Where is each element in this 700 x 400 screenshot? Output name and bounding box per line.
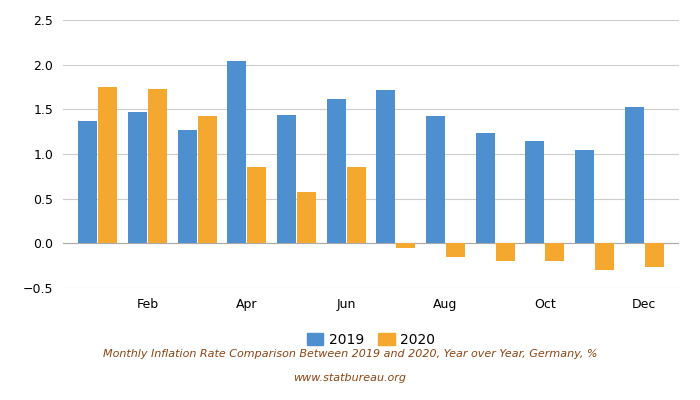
Bar xyxy=(78,121,97,243)
Bar xyxy=(625,107,644,243)
Bar xyxy=(426,116,445,243)
Bar xyxy=(346,167,365,243)
Bar xyxy=(377,90,395,243)
Bar xyxy=(645,243,664,268)
Legend: 2019, 2020: 2019, 2020 xyxy=(301,327,441,352)
Bar xyxy=(396,243,415,248)
Bar xyxy=(197,116,216,243)
Bar xyxy=(446,243,465,257)
Bar xyxy=(247,167,266,243)
Bar xyxy=(277,115,296,243)
Bar xyxy=(98,87,117,243)
Bar xyxy=(148,89,167,243)
Bar xyxy=(526,141,545,243)
Bar xyxy=(476,132,495,243)
Bar xyxy=(128,112,147,243)
Bar xyxy=(595,243,614,270)
Bar xyxy=(545,243,564,261)
Bar xyxy=(297,192,316,243)
Bar xyxy=(496,243,514,261)
Bar xyxy=(178,130,197,243)
Bar xyxy=(228,61,246,243)
Text: www.statbureau.org: www.statbureau.org xyxy=(293,373,407,383)
Text: Monthly Inflation Rate Comparison Between 2019 and 2020, Year over Year, Germany: Monthly Inflation Rate Comparison Betwee… xyxy=(103,349,597,359)
Bar xyxy=(575,150,594,243)
Bar xyxy=(327,99,346,243)
